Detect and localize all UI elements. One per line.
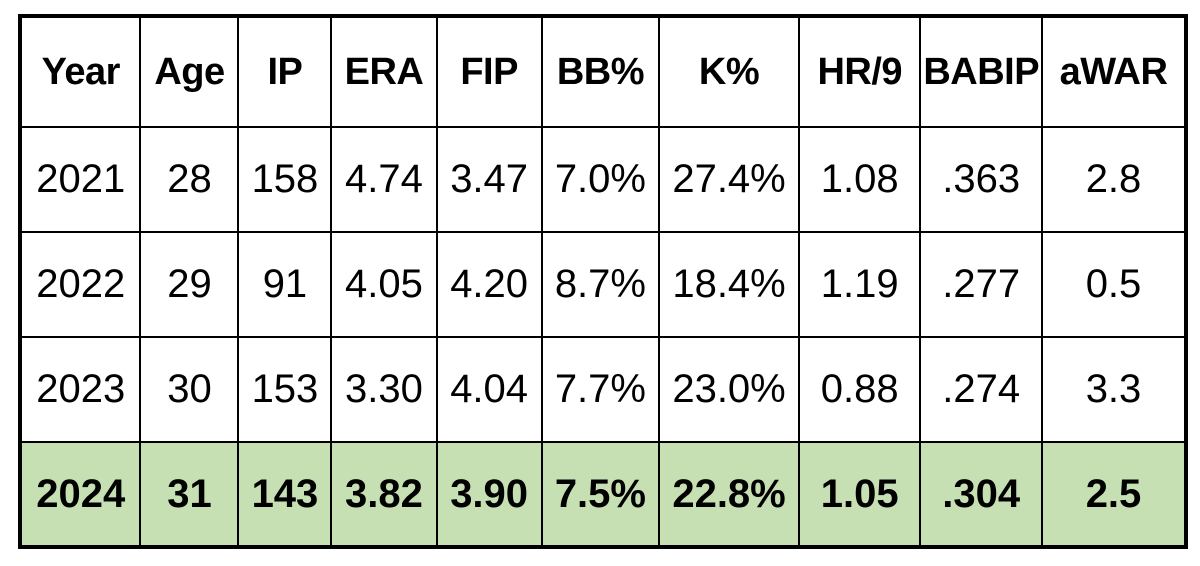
cell-bb-pct: 7.5% [540,441,661,548]
cell-hr-per-9: 1.08 [797,126,922,233]
stats-table: Year Age IP ERA FIP BB% K% HR/9 BABIP aWAR 2021 28… [18,14,1188,549]
table-row-highlighted: 2024 31 143 3.82 3.90 7.5% 22.8% 1.05.304 2.5 [18,441,1188,548]
cell-awar: 2.5 [1040,441,1188,548]
table-row: 2022 29 91 4.05 4.20 8.7% 18.4% 1.19.277 0.5 [18,231,1188,338]
header-cell-awar: aWAR [1040,15,1188,128]
cell-k-pct: 22.8% [658,441,800,548]
header-cell-year: Year [18,15,142,128]
cell-babip: .363 [919,126,1043,233]
cell-hr-per-9: 1.19 [797,231,922,338]
header-cell-hr-per-9: HR/9 [797,15,922,128]
cell-age: 31 [139,441,240,548]
cell-babip: .304 [919,441,1043,548]
cell-ip: 158 [237,126,333,233]
cell-hr-per-9: 0.88 [797,336,922,443]
table-body: 2021 28 158 4.74 3.47 7.0% 27.4% 1.08.363 2.8 202… [18,126,1188,548]
header-cell-era: ERA [330,15,438,128]
cell-era: 4.74 [330,126,438,233]
cell-bb-pct: 7.7% [540,336,661,443]
cell-fip: 4.20 [435,231,543,338]
cell-babip: .277 [919,231,1043,338]
cell-fip: 3.90 [435,441,543,548]
cell-k-pct: 23.0% [658,336,800,443]
header-cell-bb-pct: BB% [540,15,661,128]
cell-ip: 143 [237,441,333,548]
header-cell-babip: BABIP [919,15,1043,128]
cell-awar: 0.5 [1040,231,1188,338]
cell-age: 29 [139,231,240,338]
cell-ip: 91 [237,231,333,338]
cell-bb-pct: 8.7% [540,231,661,338]
cell-era: 4.05 [330,231,438,338]
cell-year: 2024 [18,441,142,548]
cell-hr-per-9: 1.05 [797,441,922,548]
table-row: 2021 28 158 4.74 3.47 7.0% 27.4% 1.08.363 2.8 [18,126,1188,233]
header-cell-ip: IP [237,15,333,128]
cell-age: 30 [139,336,240,443]
cell-k-pct: 27.4% [658,126,800,233]
cell-fip: 3.47 [435,126,543,233]
cell-k-pct: 18.4% [658,231,800,338]
cell-babip: .274 [919,336,1043,443]
cell-age: 28 [139,126,240,233]
cell-fip: 4.04 [435,336,543,443]
cell-era: 3.82 [330,441,438,548]
cell-year: 2022 [18,231,142,338]
cell-year: 2021 [18,126,142,233]
header-cell-k-pct: K% [658,15,800,128]
cell-ip: 153 [237,336,333,443]
cell-year: 2023 [18,336,142,443]
table-row: 2023 30 153 3.30 4.04 7.7% 23.0% 0.88.274 3.3 [18,336,1188,443]
cell-awar: 3.3 [1040,336,1188,443]
cell-awar: 2.8 [1040,126,1188,233]
header-cell-age: Age [139,15,240,128]
cell-bb-pct: 7.0% [540,126,661,233]
header-row: Year Age IP ERA FIP BB% K% HR/9 BABIP aWAR [18,15,1188,128]
header-cell-fip: FIP [435,15,543,128]
cell-era: 3.30 [330,336,438,443]
